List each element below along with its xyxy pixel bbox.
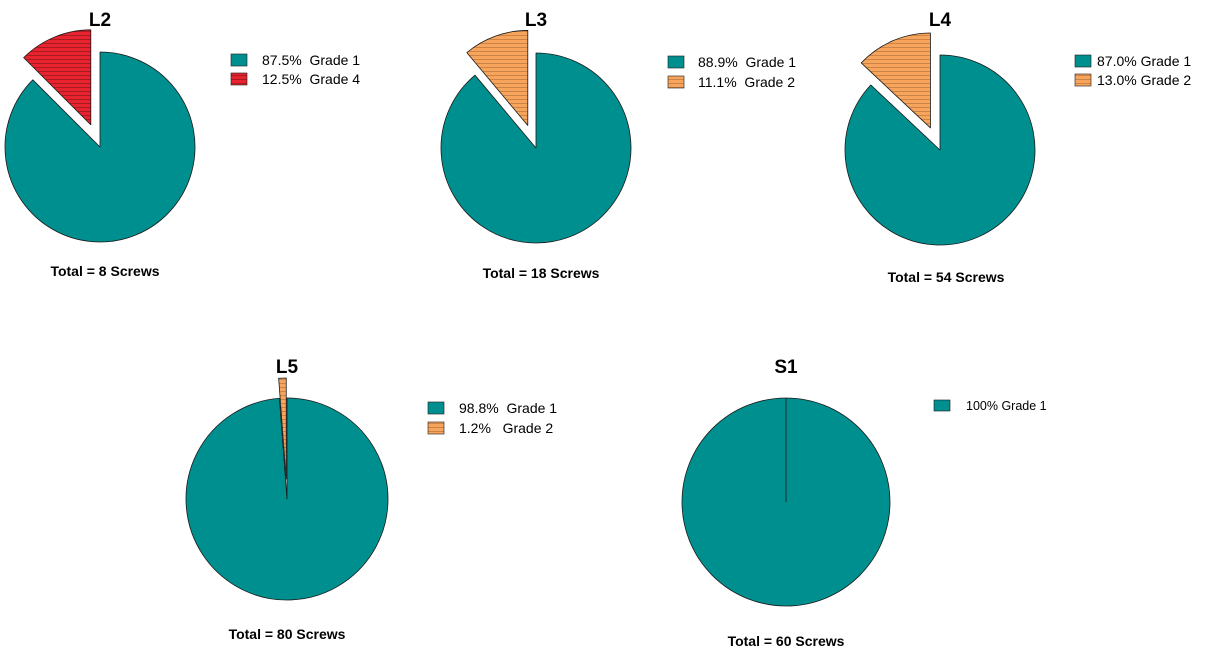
legend-swatch-grade1 [427,401,445,415]
pie-slice-grade-1 [185,397,389,601]
pie-slices [681,397,891,607]
pie-slices [844,32,1036,246]
pie-slice-grade-2 [466,30,529,126]
pie-slice-grade-2 [278,377,287,480]
pie-slice-grade-1 [844,54,1036,246]
pie-slice-grade-1 [440,52,632,244]
legend-swatch-grade2 [667,75,685,89]
chart-total-label: Total = 18 Screws [483,265,600,281]
pie-slices [185,377,389,601]
chart-title: L4 [929,10,952,31]
pie-chart-l3: L3 88.9% Grade 1 11.1% Grade 2 Total = 1… [440,10,796,281]
chart-total-label: Total = 80 Screws [229,626,346,642]
legend-swatch-grade1 [933,399,951,412]
legend: 88.9% Grade 1 11.1% Grade 2 [667,54,796,90]
legend-label: 12.5% Grade 4 [262,71,360,87]
chart-title: L2 [89,10,111,31]
legend-swatch-grade2 [1074,73,1092,87]
legend-label: 13.0% Grade 2 [1097,72,1191,88]
pie-slice-grade-2 [860,32,931,129]
legend-label: 87.0% Grade 1 [1097,53,1191,69]
legend-label: 11.1% Grade 2 [698,74,795,90]
legend-label: 1.2% Grade 2 [459,420,553,436]
legend-label: 88.9% Grade 1 [698,54,796,70]
legend-swatch-grade2 [427,421,445,435]
pie-slices [4,29,196,243]
legend-swatch-grade1 [1074,54,1092,68]
pie-chart-l2: L2 87.5% Grade 1 12.5% Grade 4 Total = 8… [4,10,360,279]
pie-slice-grade-1 [4,51,196,243]
chart-title: L5 [276,357,299,378]
legend-swatch-grade1 [230,53,248,67]
chart-total-label: Total = 8 Screws [50,263,159,279]
pie-chart-l5: L5 98.8% Grade 1 1.2% Grade 2 Total = 80… [185,357,557,642]
pie-chart-l4: L4 87.0% Grade 1 13.0% Grade 2 Total = 5… [844,10,1191,285]
legend-swatch-grade4 [230,72,248,86]
pie-slices [440,30,632,244]
chart-total-label: Total = 54 Screws [888,269,1005,285]
legend-label: 100% Grade 1 [966,399,1047,413]
legend: 98.8% Grade 1 1.2% Grade 2 [427,400,557,436]
legend: 100% Grade 1 [933,399,1047,413]
legend-label: 87.5% Grade 1 [262,52,360,68]
pie-chart-s1: S1 100% Grade 1 Total = 60 Screws [681,357,1047,649]
legend: 87.5% Grade 1 12.5% Grade 4 [230,52,360,87]
legend-swatch-grade1 [667,55,685,69]
chart-title: S1 [774,357,798,378]
legend: 87.0% Grade 1 13.0% Grade 2 [1074,53,1191,88]
chart-title: L3 [525,10,547,31]
legend-label: 98.8% Grade 1 [459,400,557,416]
chart-total-label: Total = 60 Screws [728,633,845,649]
pie-slice-grade-4 [23,29,92,126]
